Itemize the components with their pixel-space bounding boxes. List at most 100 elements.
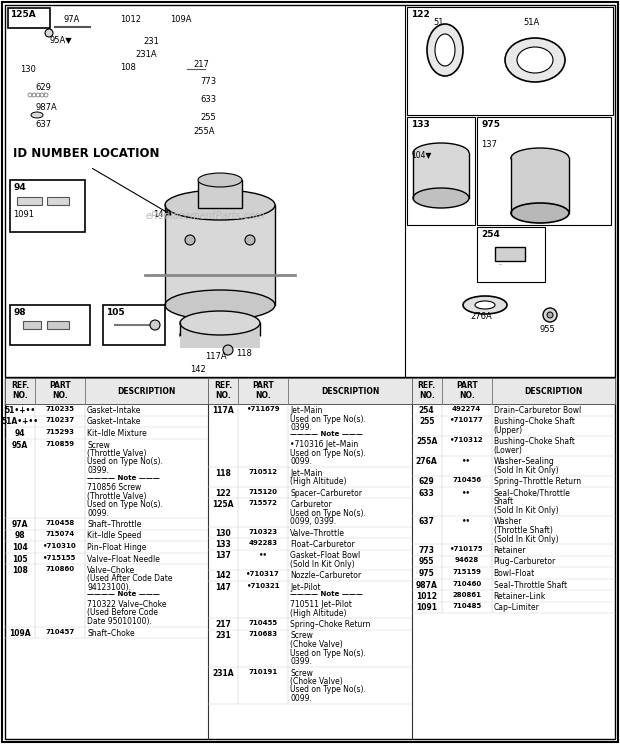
Ellipse shape	[165, 290, 275, 320]
Text: Used on Type No(s).: Used on Type No(s).	[87, 500, 163, 509]
Text: 122: 122	[216, 489, 231, 498]
Bar	[47, 197, 69, 205]
Text: Screw: Screw	[290, 669, 313, 678]
Text: 94628: 94628	[454, 557, 479, 563]
Ellipse shape	[180, 311, 260, 335]
Text: PART
NO.: PART NO.	[252, 381, 274, 400]
Text: •710312: •710312	[450, 437, 484, 443]
Text: 0399.: 0399.	[87, 466, 109, 475]
Text: Used on Type No(s).: Used on Type No(s).	[290, 449, 366, 458]
Text: 97A: 97A	[12, 520, 29, 529]
Text: 955: 955	[540, 325, 556, 334]
Ellipse shape	[463, 296, 507, 314]
Text: eReplacementParts.com: eReplacementParts.com	[145, 211, 265, 221]
Text: 217: 217	[193, 60, 209, 69]
Text: Jet–Pilot: Jet–Pilot	[290, 583, 321, 592]
Text: Washer–Sealing: Washer–Sealing	[494, 458, 554, 466]
Text: 130: 130	[216, 528, 231, 537]
Text: 276A: 276A	[416, 458, 438, 466]
Ellipse shape	[31, 112, 43, 118]
Text: 125A: 125A	[213, 500, 234, 509]
Bar	[103, 305, 165, 345]
Text: 109A: 109A	[9, 629, 31, 638]
Text: Float–Carburetor: Float–Carburetor	[290, 540, 355, 549]
Ellipse shape	[165, 190, 275, 220]
Ellipse shape	[511, 203, 569, 223]
Text: _: _	[498, 260, 501, 265]
Text: Bushing–Choke Shaft: Bushing–Choke Shaft	[494, 417, 575, 426]
Text: Screw: Screw	[87, 440, 110, 449]
Text: (Sold In Kit Only): (Sold In Kit Only)	[290, 560, 355, 569]
Text: 130: 130	[20, 65, 36, 74]
Text: Spring–Choke Return: Spring–Choke Return	[290, 620, 371, 629]
Text: (Throttle Shaft): (Throttle Shaft)	[494, 526, 552, 535]
Text: Kit–Idle Mixture: Kit–Idle Mixture	[87, 429, 147, 438]
Text: 108: 108	[12, 566, 28, 575]
Text: 142: 142	[216, 571, 231, 580]
Text: DESCRIPTION: DESCRIPTION	[117, 387, 176, 396]
Text: 0399.: 0399.	[290, 657, 312, 666]
Text: (Used Before Code: (Used Before Code	[87, 609, 158, 618]
Bar	[8, 8, 50, 28]
Text: 94: 94	[13, 183, 26, 192]
Bar	[5, 378, 208, 404]
Text: Shaft–Choke: Shaft–Choke	[87, 629, 135, 638]
Text: 975: 975	[418, 569, 435, 578]
Bar	[495, 247, 525, 261]
Ellipse shape	[413, 188, 469, 208]
Text: ID NUMBER LOCATION: ID NUMBER LOCATION	[13, 147, 159, 160]
Text: 773: 773	[200, 77, 216, 86]
Bar	[10, 180, 85, 232]
Text: 710322 Valve–Choke: 710322 Valve–Choke	[87, 600, 167, 609]
Text: 97A: 97A	[63, 15, 79, 24]
Ellipse shape	[475, 301, 495, 309]
Text: •710317: •710317	[247, 571, 280, 577]
Text: 975: 975	[481, 120, 500, 129]
Text: (High Altitude): (High Altitude)	[290, 609, 347, 618]
Text: Seal–Throttle Shaft: Seal–Throttle Shaft	[494, 580, 567, 589]
Text: 51A: 51A	[523, 18, 539, 27]
Circle shape	[45, 29, 53, 37]
Bar	[407, 117, 475, 225]
Bar	[5, 5, 615, 377]
Text: Carburetor: Carburetor	[290, 500, 332, 509]
Text: 231: 231	[143, 37, 159, 46]
Bar	[47, 321, 69, 329]
Text: Valve–Float Needle: Valve–Float Needle	[87, 554, 160, 563]
Text: 0099.: 0099.	[87, 508, 109, 518]
Text: REF.
NO.: REF. NO.	[11, 381, 29, 400]
Text: 715293: 715293	[45, 429, 74, 435]
Text: Kit–Idle Speed: Kit–Idle Speed	[87, 531, 141, 540]
Text: Gasket–Intake: Gasket–Intake	[87, 406, 141, 415]
Text: Used on Type No(s).: Used on Type No(s).	[290, 508, 366, 518]
Text: (Throttle Valve): (Throttle Valve)	[87, 449, 146, 458]
Text: 1091: 1091	[416, 603, 437, 612]
Text: 633: 633	[200, 95, 216, 104]
Text: 710457: 710457	[45, 629, 74, 635]
Text: Cap–Limiter: Cap–Limiter	[494, 603, 539, 612]
Text: Screw: Screw	[290, 632, 313, 641]
Text: 715074: 715074	[45, 531, 74, 537]
Text: Used on Type No(s).: Used on Type No(s).	[290, 685, 366, 694]
Ellipse shape	[435, 34, 455, 66]
Text: 710485: 710485	[452, 603, 481, 609]
Text: Bowl–Float: Bowl–Float	[494, 569, 535, 578]
Text: •710175: •710175	[450, 546, 484, 552]
Text: 1091: 1091	[13, 210, 34, 219]
Text: 95A▼: 95A▼	[50, 35, 73, 44]
Text: 254: 254	[419, 406, 435, 415]
Text: 108: 108	[120, 63, 136, 72]
Text: •710316 Jet–Main: •710316 Jet–Main	[290, 440, 358, 449]
Text: 715572: 715572	[249, 500, 278, 506]
Text: 255: 255	[419, 417, 435, 426]
Text: (Upper): (Upper)	[494, 426, 523, 435]
Text: 710856 Screw: 710856 Screw	[87, 483, 141, 492]
Text: PART
NO.: PART NO.	[49, 381, 71, 400]
Ellipse shape	[427, 24, 463, 76]
Text: (Throttle Valve): (Throttle Valve)	[87, 492, 146, 501]
Text: 118: 118	[236, 349, 252, 358]
Text: Retainer: Retainer	[494, 546, 526, 555]
Circle shape	[223, 345, 233, 355]
Circle shape	[245, 235, 255, 245]
Circle shape	[547, 312, 553, 318]
